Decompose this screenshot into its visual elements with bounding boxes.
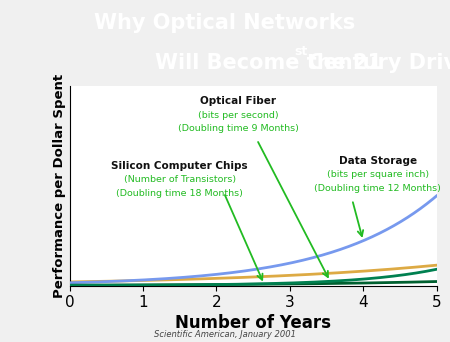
Text: Silicon Computer Chips: Silicon Computer Chips	[112, 160, 248, 171]
Text: Why Optical Networks: Why Optical Networks	[94, 13, 356, 32]
Text: (bits per second): (bits per second)	[198, 110, 279, 119]
Text: (Doubling time 9 Months): (Doubling time 9 Months)	[178, 123, 299, 132]
Text: (bits per square inch): (bits per square inch)	[327, 170, 429, 179]
Text: Data Storage: Data Storage	[339, 156, 417, 166]
Text: st: st	[295, 45, 308, 58]
Text: (Number of Transistors): (Number of Transistors)	[124, 175, 236, 184]
Text: Scientific American, January 2001: Scientific American, January 2001	[154, 330, 296, 339]
Y-axis label: Performance per Dollar Spent: Performance per Dollar Spent	[53, 74, 66, 298]
X-axis label: Number of Years: Number of Years	[175, 314, 331, 332]
Text: (Doubling time 12 Months): (Doubling time 12 Months)	[315, 184, 441, 193]
Text: Will Become the 21: Will Become the 21	[155, 53, 382, 73]
Text: (Doubling time 18 Months): (Doubling time 18 Months)	[117, 188, 243, 198]
Text: Optical Fiber: Optical Fiber	[200, 95, 276, 106]
Text: Century Driver: Century Driver	[301, 53, 450, 73]
